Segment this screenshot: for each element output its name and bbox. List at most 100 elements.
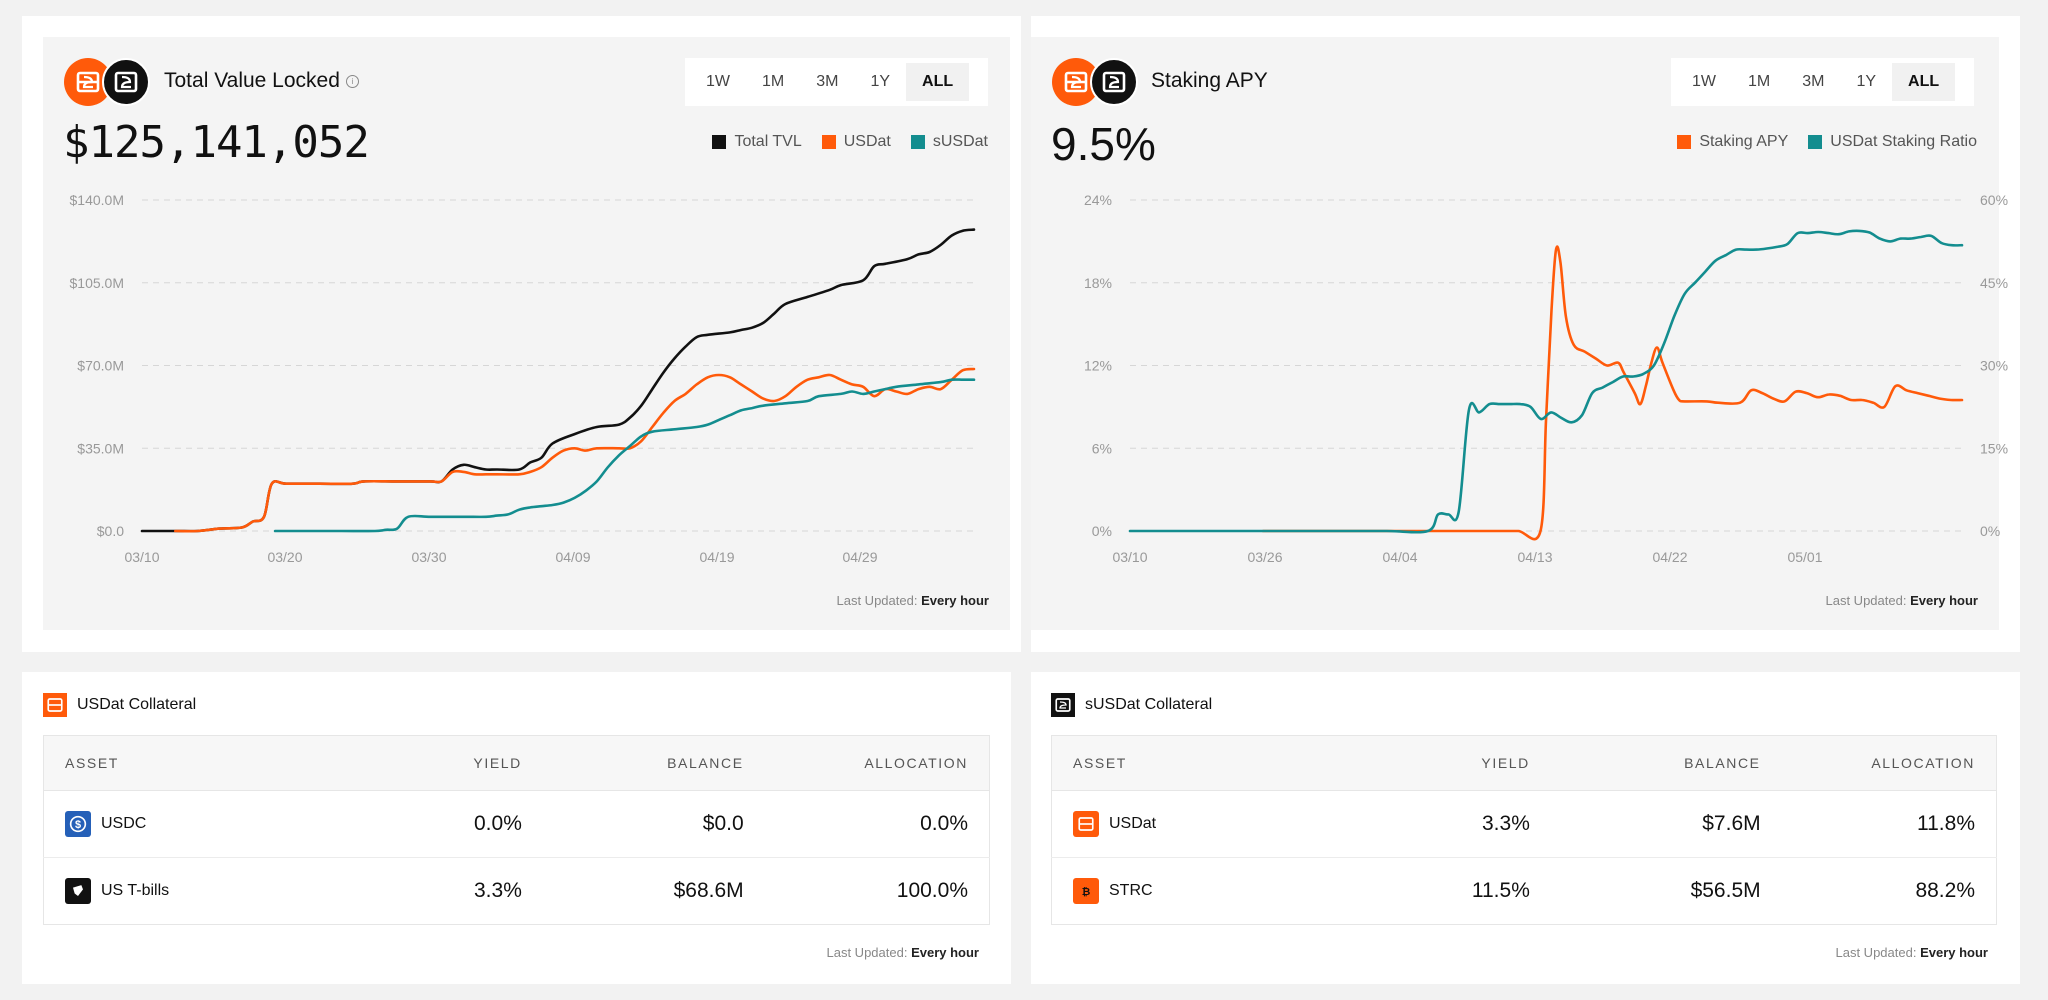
y-tick-label: $140.0M — [70, 192, 124, 208]
table-header-row: ASSET YIELD BALANCE ALLOCATION — [43, 735, 990, 791]
legend-swatch — [1677, 135, 1692, 149]
range-1w-button[interactable]: 1W — [706, 73, 730, 90]
allocation-cell: 100.0% — [896, 879, 968, 902]
y-tick-label: $0.0 — [97, 523, 124, 539]
y-tick-label: 12% — [1084, 358, 1112, 374]
usdc-icon: $ — [65, 811, 91, 837]
x-tick-label: 04/22 — [1652, 549, 1687, 565]
range-1y-button[interactable]: 1Y — [1856, 73, 1877, 90]
susdat-collateral-table: ASSET YIELD BALANCE ALLOCATION USDat 3.3… — [1051, 735, 1997, 925]
legend-item-staking-apy[interactable]: Staking APY — [1677, 133, 1788, 151]
y-tick-label: $35.0M — [77, 440, 124, 456]
x-tick-label: 03/26 — [1247, 549, 1282, 565]
tvl-range-selector: 1W 1M 3M 1Y ALL — [685, 58, 988, 106]
column-header-yield[interactable]: YIELD — [1351, 735, 1551, 791]
series-line-susdat — [273, 378, 976, 533]
tvl-chart[interactable]: $0.0 $35.0M $70.0M $105.0M $140.0M 03/10 03/20… — [43, 187, 1010, 617]
range-1m-button[interactable]: 1M — [762, 73, 785, 90]
table-row[interactable]: USDat 3.3% $7.6M 11.8% — [1051, 790, 1997, 858]
updated-label: Last Updated: — [1825, 593, 1907, 608]
apy-title: Staking APY — [1151, 69, 1268, 92]
updated-label: Last Updated: — [836, 593, 918, 608]
asset-name: US T-bills — [101, 882, 170, 899]
range-all-button[interactable]: ALL — [1892, 63, 1956, 101]
x-tick-label: 04/04 — [1382, 549, 1417, 565]
updated-value: Every hour — [911, 945, 979, 960]
tvl-legend: Total TVL USDat sUSDat — [692, 133, 988, 151]
svg-text:₿: ₿ — [1082, 886, 1091, 898]
updated-value: Every hour — [1910, 593, 1978, 608]
y-tick-label: 18% — [1084, 275, 1112, 291]
y-tick-label: 24% — [1084, 192, 1112, 208]
range-3m-button[interactable]: 3M — [1802, 73, 1825, 90]
range-3m-button[interactable]: 3M — [816, 73, 839, 90]
x-tick-label: 03/20 — [267, 549, 302, 565]
table-row[interactable]: $ USDC 0.0% $0.0 0.0% — [43, 790, 990, 858]
column-header-asset[interactable]: ASSET — [1051, 735, 1352, 791]
strc-icon: ₿ — [1073, 878, 1099, 904]
legend-label: sUSDat — [932, 133, 988, 150]
table-header-row: ASSET YIELD BALANCE ALLOCATION — [1051, 735, 1997, 791]
susdat-collateral-title: sUSDat Collateral — [1051, 693, 1212, 717]
yield-cell: 3.3% — [1351, 790, 1551, 858]
tvl-card: Total Value Locked i $125,141,052 1W 1M 3… — [43, 37, 1010, 630]
asset-cell: $ USDC — [43, 790, 344, 858]
column-header-allocation[interactable]: ALLOCATION — [764, 735, 990, 791]
yield-cell: 0.0% — [343, 790, 543, 858]
column-header-balance[interactable]: BALANCE — [542, 735, 765, 791]
x-tick-label: 05/01 — [1787, 549, 1822, 565]
apy-legend: Staking APY USDat Staking Ratio — [1657, 133, 1977, 151]
apy-card: Staking APY 9.5% 1W 1M 3M 1Y ALL Staking… — [1031, 37, 2008, 630]
allocation-cell: 88.2% — [1915, 879, 1975, 902]
usdat-collateral-title: USDat Collateral — [43, 693, 196, 717]
legend-item-susdat[interactable]: sUSDat — [910, 133, 988, 151]
x-tick-label: 04/13 — [1517, 549, 1552, 565]
yield-cell: 11.5% — [1471, 879, 1530, 902]
legend-item-total-tvl[interactable]: Total TVL — [712, 133, 802, 151]
asset-name: STRC — [1109, 882, 1153, 899]
updated-value: Every hour — [921, 593, 989, 608]
asset-name: USDat — [1109, 815, 1157, 832]
updated-label: Last Updated: — [826, 945, 908, 960]
range-1m-button[interactable]: 1M — [1748, 73, 1771, 90]
column-header-yield[interactable]: YIELD — [343, 735, 543, 791]
table-row[interactable]: US T-bills 3.3% $68.6M 100.0% — [44, 858, 990, 925]
legend-label: Staking APY — [1699, 133, 1789, 150]
susdat-collateral-last-updated: Last Updated: Every hour — [1836, 945, 1989, 960]
x-tick-label: 03/10 — [1112, 549, 1147, 565]
balance-cell: $56.5M — [1690, 879, 1761, 902]
legend-label: USDat — [843, 133, 891, 150]
usdat-icon — [43, 693, 67, 717]
tbills-icon — [65, 878, 91, 904]
asset-name: USDC — [101, 815, 147, 832]
legend-item-usdat[interactable]: USDat — [821, 133, 891, 151]
info-icon[interactable]: i — [345, 74, 359, 88]
usdat-collateral-panel: USDat Collateral ASSET YIELD BALANCE ALL… — [22, 672, 1011, 984]
range-1y-button[interactable]: 1Y — [870, 73, 891, 90]
susdat-logo-icon — [1090, 58, 1138, 106]
y2-tick-label: 60% — [1980, 192, 2008, 208]
x-tick-label: 04/09 — [555, 549, 590, 565]
range-1w-button[interactable]: 1W — [1692, 73, 1716, 90]
asset-cell-content: US T-bills — [65, 878, 322, 904]
apy-range-selector: 1W 1M 3M 1Y ALL — [1671, 58, 1974, 106]
column-header-allocation[interactable]: ALLOCATION — [1781, 735, 1997, 791]
legend-item-staking-ratio[interactable]: USDat Staking Ratio — [1808, 133, 1977, 151]
usdat-collateral-table: ASSET YIELD BALANCE ALLOCATION $ USDC 0.… — [43, 735, 990, 925]
table-row[interactable]: ₿ STRC 11.5% $56.5M 88.2% — [1052, 858, 1997, 925]
x-tick-label: 03/10 — [124, 549, 159, 565]
column-header-asset[interactable]: ASSET — [43, 735, 344, 791]
y-tick-label: $70.0M — [77, 358, 124, 374]
apy-chart[interactable]: 0% 6% 12% 18% 24% 0% 15% 30% 45% 60% 03/10 03/26 04/… — [1031, 187, 2008, 617]
legend-swatch — [910, 135, 925, 149]
series-line-usdat-staking-ratio — [1128, 229, 1964, 534]
susdat-collateral-panel: sUSDat Collateral ASSET YIELD BALANCE AL… — [1031, 672, 2020, 984]
legend-swatch — [1808, 135, 1823, 149]
y2-tick-label: 45% — [1980, 275, 2008, 291]
y2-tick-label: 0% — [1980, 523, 2000, 539]
column-header-balance[interactable]: BALANCE — [1550, 735, 1782, 791]
apy-last-updated: Last Updated: Every hour — [1826, 593, 1979, 608]
asset-cell: USDat — [1051, 790, 1352, 858]
range-all-button[interactable]: ALL — [906, 63, 970, 101]
series-line-usdat — [174, 367, 976, 533]
